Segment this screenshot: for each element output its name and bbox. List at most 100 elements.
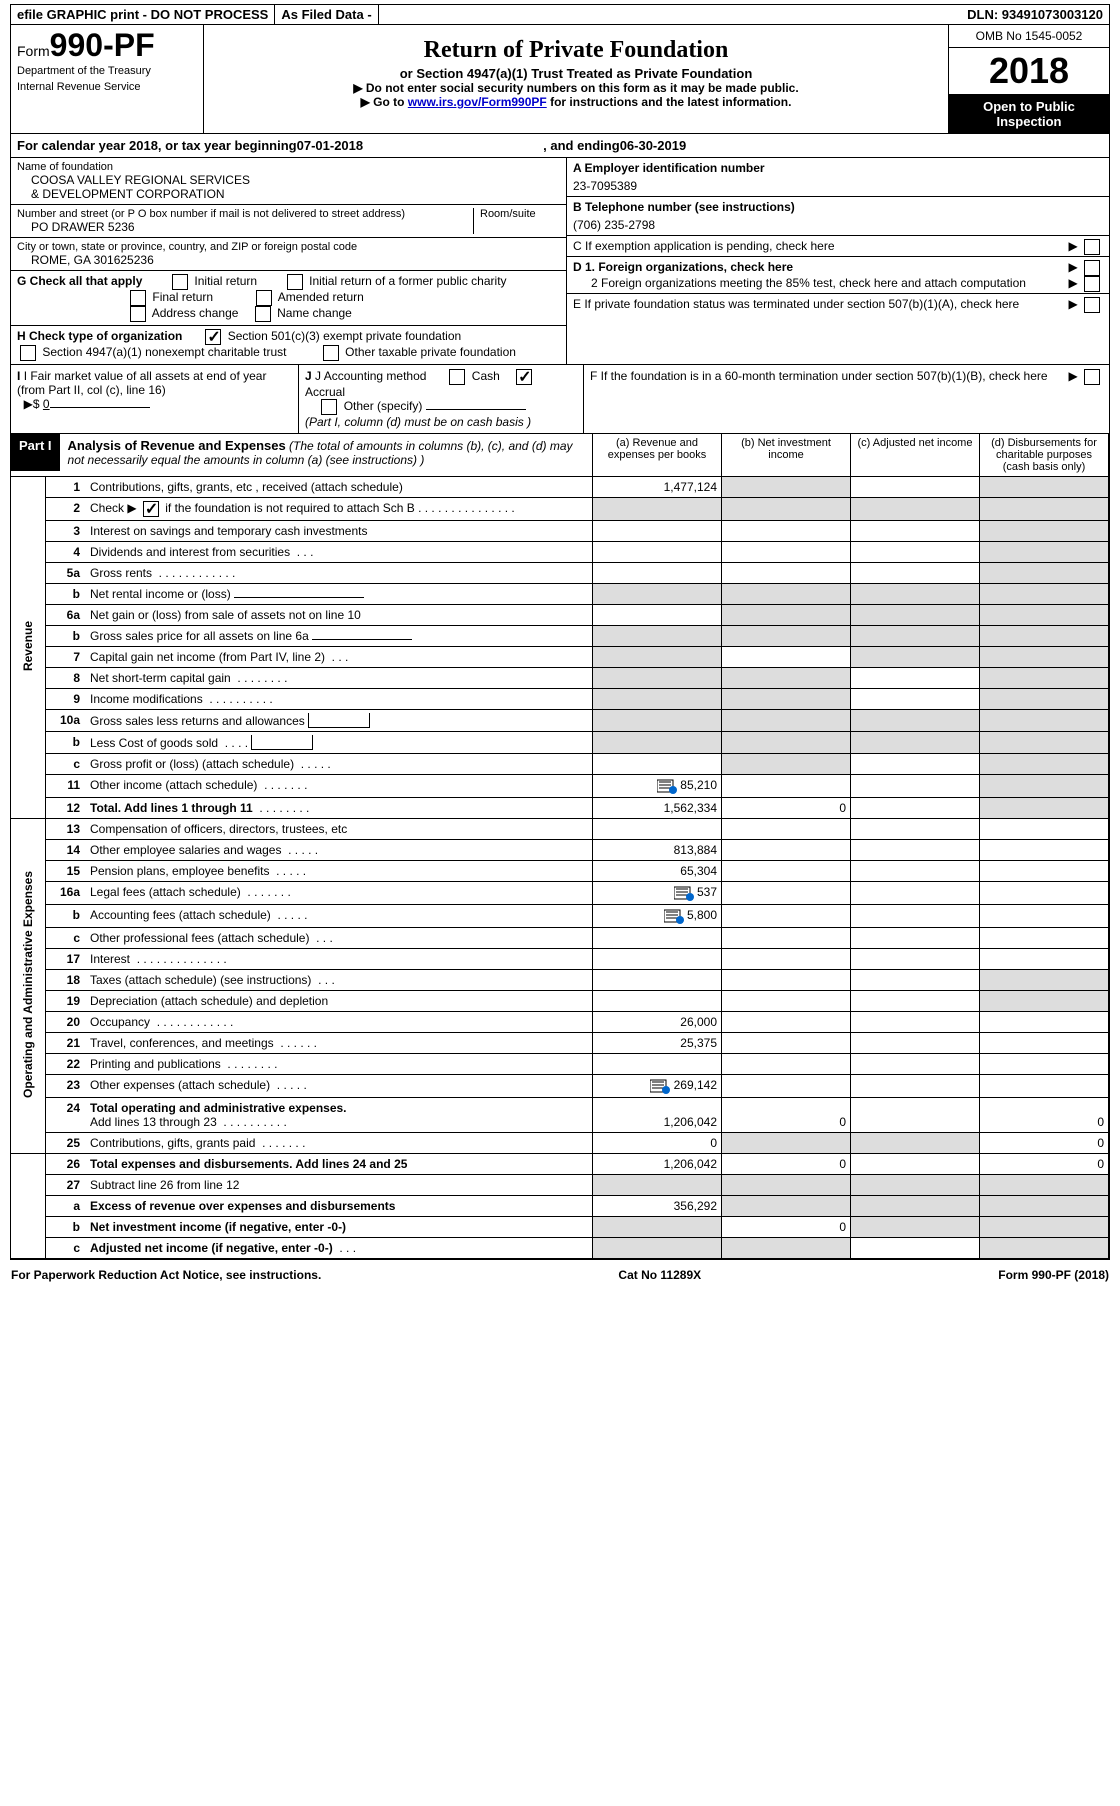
line-5b: bNet rental income or (loss) <box>11 584 1109 605</box>
line-10a: 10aGross sales less returns and allowanc… <box>11 710 1109 732</box>
schedule-icon[interactable] <box>650 1078 670 1094</box>
footer: For Paperwork Reduction Act Notice, see … <box>5 1264 1115 1286</box>
ein-cell: A Employer identification number 23-7095… <box>567 158 1109 197</box>
part1-title: Analysis of Revenue and Expenses (The to… <box>60 434 592 471</box>
topbar: efile GRAPHIC print - DO NOT PROCESS As … <box>11 5 1109 25</box>
line-19: 19Depreciation (attach schedule) and dep… <box>11 991 1109 1012</box>
line-27b: bNet investment income (if negative, ent… <box>11 1217 1109 1238</box>
line-1: Revenue 1 Contributions, gifts, grants, … <box>11 477 1109 498</box>
schedule-icon[interactable] <box>664 908 684 924</box>
checkbox-final[interactable] <box>130 290 146 306</box>
foundation-name-cell: Name of foundation COOSA VALLEY REGIONAL… <box>11 158 566 205</box>
line-4: 4Dividends and interest from securities … <box>11 542 1109 563</box>
line-18: 18Taxes (attach schedule) (see instructi… <box>11 970 1109 991</box>
line-10b: bLess Cost of goods sold . . . . <box>11 732 1109 754</box>
city-cell: City or town, state or province, country… <box>11 238 566 271</box>
line-26: 26Total expenses and disbursements. Add … <box>11 1154 1109 1175</box>
checkbox-e[interactable] <box>1084 297 1100 313</box>
f-cell: F If the foundation is in a 60-month ter… <box>584 365 1109 433</box>
cat-number: Cat No 11289X <box>618 1268 701 1282</box>
d-cell: D 1. Foreign organizations, check here ▶… <box>567 257 1109 294</box>
line-23: 23Other expenses (attach schedule) . . .… <box>11 1075 1109 1098</box>
open-to-public: Open to Public Inspection <box>949 95 1109 133</box>
part1-label: Part I <box>11 434 60 471</box>
checkbox-501c3[interactable] <box>205 329 221 345</box>
line-11: 11Other income (attach schedule) . . . .… <box>11 775 1109 798</box>
checkbox-d2[interactable] <box>1084 276 1100 292</box>
line-2: 2 Check ▶ if the foundation is not requi… <box>11 498 1109 521</box>
address-cell: Number and street (or P O box number if … <box>11 205 566 238</box>
ijk-row: I I Fair market value of all assets at e… <box>11 364 1109 433</box>
line-27c: cAdjusted net income (if negative, enter… <box>11 1238 1109 1259</box>
line-6a: 6aNet gain or (loss) from sale of assets… <box>11 605 1109 626</box>
e-cell: E If private foundation status was termi… <box>567 294 1109 314</box>
col-a-head: (a) Revenue and expenses per books <box>593 434 722 477</box>
calendar-year-row: For calendar year 2018, or tax year begi… <box>11 133 1109 157</box>
fmv-amount: 0 <box>43 397 50 411</box>
irs: Internal Revenue Service <box>17 81 197 93</box>
h-row: H Check type of organization Section 501… <box>11 326 566 364</box>
line-14: 14Other employee salaries and wages . . … <box>11 840 1109 861</box>
i-cell: I I Fair market value of all assets at e… <box>11 365 299 433</box>
checkbox-schb[interactable] <box>143 501 159 517</box>
line-13: Operating and Administrative Expenses 13… <box>11 819 1109 840</box>
checkbox-cash[interactable] <box>449 369 465 385</box>
note-link: ▶ Go to www.irs.gov/Form990PF for instru… <box>210 95 942 109</box>
line-7: 7Capital gain net income (from Part IV, … <box>11 647 1109 668</box>
line-3: 3Interest on savings and temporary cash … <box>11 521 1109 542</box>
checkbox-f[interactable] <box>1084 369 1100 385</box>
checkbox-initial[interactable] <box>172 274 188 290</box>
checkbox-other-taxable[interactable] <box>323 345 339 361</box>
line-9: 9Income modifications . . . . . . . . . … <box>11 689 1109 710</box>
line-16a: 16aLegal fees (attach schedule) . . . . … <box>11 882 1109 905</box>
line-24: 24Total operating and administrative exp… <box>11 1098 1109 1133</box>
line-6b: bGross sales price for all assets on lin… <box>11 626 1109 647</box>
form-page: efile GRAPHIC print - DO NOT PROCESS As … <box>10 4 1110 1260</box>
line-15: 15Pension plans, employee benefits . . .… <box>11 861 1109 882</box>
paperwork-notice: For Paperwork Reduction Act Notice, see … <box>11 1268 321 1282</box>
checkbox-other-acct[interactable] <box>321 399 337 415</box>
checkbox-addr-change[interactable] <box>130 306 146 322</box>
form-title: Return of Private Foundation <box>210 37 942 64</box>
checkbox-amended[interactable] <box>256 290 272 306</box>
checkbox-accrual[interactable] <box>516 369 532 385</box>
g-row: G Check all that apply Initial return In… <box>11 271 566 326</box>
efile-notice: efile GRAPHIC print - DO NOT PROCESS <box>11 5 275 24</box>
line-8: 8Net short-term capital gain . . . . . .… <box>11 668 1109 689</box>
checkbox-initial-former[interactable] <box>287 274 303 290</box>
schedule-icon[interactable] <box>674 885 694 901</box>
j-cell: J J Accounting method Cash Accrual Other… <box>299 365 584 433</box>
line-21: 21Travel, conferences, and meetings . . … <box>11 1033 1109 1054</box>
tax-year: 2018 <box>949 48 1109 95</box>
form-number: 990-PF <box>50 27 155 63</box>
begin-date: 07-01-2018 <box>297 138 364 153</box>
col-d-head: (d) Disbursements for charitable purpose… <box>980 434 1109 477</box>
line-12: 12Total. Add lines 1 through 11 . . . . … <box>11 798 1109 819</box>
schedule-icon[interactable] <box>657 778 677 794</box>
form-number-block: Form990-PF Department of the Treasury In… <box>11 25 204 133</box>
form-reference: Form 990-PF (2018) <box>998 1268 1109 1282</box>
checkbox-d1[interactable] <box>1084 260 1100 276</box>
form-prefix: Form <box>17 43 50 59</box>
entity-right: A Employer identification number 23-7095… <box>567 158 1109 364</box>
line-25: 25Contributions, gifts, grants paid . . … <box>11 1133 1109 1154</box>
line-17: 17Interest . . . . . . . . . . . . . . <box>11 949 1109 970</box>
entity-grid: Name of foundation COOSA VALLEY REGIONAL… <box>11 157 1109 364</box>
header-row: Form990-PF Department of the Treasury In… <box>11 25 1109 133</box>
irs-link[interactable]: www.irs.gov/Form990PF <box>408 95 547 109</box>
line-16c: cOther professional fees (attach schedul… <box>11 928 1109 949</box>
dln: DLN: 93491073003120 <box>961 5 1109 24</box>
omb: OMB No 1545-0052 <box>949 25 1109 48</box>
phone-cell: B Telephone number (see instructions) (7… <box>567 197 1109 236</box>
checkbox-4947[interactable] <box>20 345 36 361</box>
line-10c: cGross profit or (loss) (attach schedule… <box>11 754 1109 775</box>
col-c-head: (c) Adjusted net income <box>851 434 980 477</box>
end-date: 06-30-2019 <box>620 138 687 153</box>
line-20: 20Occupancy . . . . . . . . . . . .26,00… <box>11 1012 1109 1033</box>
checkbox-c[interactable] <box>1084 239 1100 255</box>
line-22: 22Printing and publications . . . . . . … <box>11 1054 1109 1075</box>
line-27: 27Subtract line 26 from line 12 <box>11 1175 1109 1196</box>
checkbox-name-change[interactable] <box>255 306 271 322</box>
header-title-block: Return of Private Foundation or Section … <box>204 25 948 133</box>
line-27a: aExcess of revenue over expenses and dis… <box>11 1196 1109 1217</box>
